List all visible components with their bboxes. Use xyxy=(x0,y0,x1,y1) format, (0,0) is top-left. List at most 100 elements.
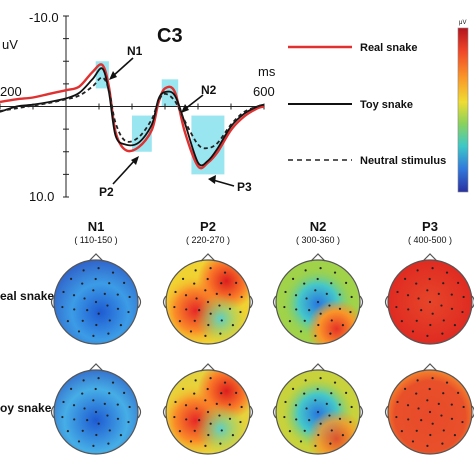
electrode-dot xyxy=(116,307,120,310)
electrode-dot xyxy=(107,442,110,445)
electrode-dot xyxy=(303,282,306,285)
electrode-dot xyxy=(61,415,64,419)
electrode-dot xyxy=(92,399,95,402)
left-ear-icon xyxy=(384,295,389,309)
electrode-dot xyxy=(72,404,76,407)
electrode-dot xyxy=(417,297,420,300)
electrode-dot xyxy=(416,379,419,382)
y-tick-label-top: -10.0 xyxy=(29,10,59,25)
electrode-dot xyxy=(207,323,210,327)
electrode-dot xyxy=(304,269,307,272)
electrode-dot xyxy=(94,300,98,304)
head-outline xyxy=(162,363,254,455)
callout-label-p3: P3 xyxy=(237,180,252,194)
electrode-dot xyxy=(288,430,291,433)
electrode-dot xyxy=(450,293,453,296)
legend-label-real-snake: Real snake xyxy=(360,42,417,54)
electrode-dot xyxy=(198,309,201,312)
head-circle xyxy=(275,259,361,345)
electrode-dot xyxy=(72,294,76,297)
legend-label-neutral-stimulus: Neutral stimulus xyxy=(360,155,446,167)
electrode-dot xyxy=(204,444,207,448)
electrode-dot xyxy=(181,277,185,280)
electrode-dot xyxy=(173,305,176,309)
right-ear-icon xyxy=(359,405,364,419)
electrode-dot xyxy=(288,320,291,323)
electrode-dot xyxy=(328,304,331,307)
electrode-dot xyxy=(61,305,64,309)
electrode-dot xyxy=(445,381,449,384)
electrode-dot xyxy=(119,324,123,327)
electrode-dot xyxy=(319,266,322,270)
electrode-dot xyxy=(462,405,465,409)
electrode-dot xyxy=(204,399,207,402)
head-outline xyxy=(50,363,142,455)
electrode-dot xyxy=(97,312,100,315)
electrode-dot xyxy=(116,293,119,296)
electrode-dot xyxy=(94,387,97,391)
electrode-dot xyxy=(319,422,322,425)
electrode-dot xyxy=(240,405,243,409)
electrode-dot xyxy=(86,309,89,312)
nose-icon xyxy=(310,363,326,372)
electrode-dot xyxy=(314,334,317,338)
nose-icon xyxy=(200,253,216,262)
electrode-dot xyxy=(228,417,232,420)
head-circle xyxy=(275,369,361,455)
electrode-dot xyxy=(345,391,348,394)
electrode-dot xyxy=(209,422,212,425)
colorbar-gradient xyxy=(457,27,469,193)
column-window-n1: ( 110-150 ) xyxy=(74,235,117,245)
electrode-dot xyxy=(442,319,445,322)
electrode-dot xyxy=(308,309,311,312)
head-outline xyxy=(384,363,474,455)
electrode-dot xyxy=(108,392,111,395)
electrode-dot xyxy=(239,420,242,424)
electrode-dot xyxy=(195,407,198,410)
electrode-dot xyxy=(294,294,298,297)
electrode-dot xyxy=(291,277,295,280)
electrode-dot xyxy=(220,282,223,285)
right-ear-icon xyxy=(471,405,474,419)
electrode-dot xyxy=(215,292,218,295)
electrode-dot xyxy=(308,419,311,422)
topomap-grid xyxy=(54,260,472,454)
electrode-dot xyxy=(461,420,464,424)
component-windows xyxy=(95,61,225,175)
right-ear-icon xyxy=(249,295,254,309)
electrode-dot xyxy=(116,417,120,420)
electrode-dot xyxy=(81,282,84,285)
electrode-dot xyxy=(97,376,100,380)
electrode-dot xyxy=(415,282,418,285)
x-axis-label: ms xyxy=(258,64,276,79)
electrode-dot xyxy=(128,295,131,299)
y-tick-label-bottom: 10.0 xyxy=(29,189,54,204)
x-tick-label-left: 200 xyxy=(0,84,22,99)
electrode-dot xyxy=(299,440,303,443)
column-title-p3: P3 xyxy=(422,219,438,234)
electrode-dot xyxy=(295,308,298,311)
right-ear-icon xyxy=(249,405,254,419)
electrode-dot xyxy=(204,334,207,338)
electrode-dot xyxy=(317,433,320,437)
electrode-dot xyxy=(193,392,196,395)
electrode-dot xyxy=(173,415,176,419)
topomap-row-labels: eal snake oy snake xyxy=(0,289,54,415)
electrode-dot xyxy=(333,271,337,274)
callout-n1: N1 xyxy=(109,44,143,80)
electrode-dot xyxy=(431,422,434,425)
electrode-dot xyxy=(77,440,81,443)
electrode-dot xyxy=(128,405,131,409)
electrode-dot xyxy=(330,429,333,432)
callout-arrow-n2 xyxy=(184,94,204,110)
right-ear-icon xyxy=(137,405,142,419)
series-line-real-snake xyxy=(0,63,265,170)
electrode-dot xyxy=(350,405,353,409)
electrode-dot xyxy=(303,392,306,395)
electrode-dot xyxy=(218,414,221,417)
electrode-dot xyxy=(415,429,418,432)
electrode-dot xyxy=(431,312,434,315)
electrode-dot xyxy=(403,387,407,390)
electrode-dot xyxy=(106,304,109,307)
head-outline xyxy=(272,253,364,345)
